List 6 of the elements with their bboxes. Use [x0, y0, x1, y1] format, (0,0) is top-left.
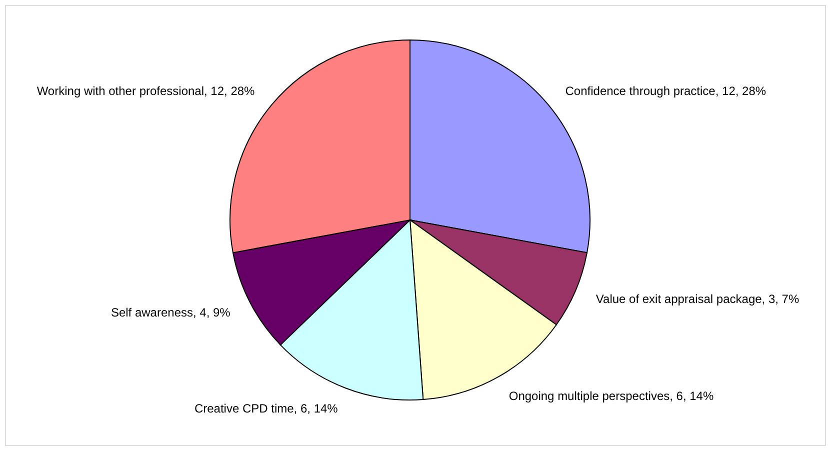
slice-label: Working with other professional, 12, 28% — [36, 84, 256, 98]
slice-label: Value of exit appraisal package, 3, 7% — [596, 292, 800, 306]
slice-label: Creative CPD time, 6, 14% — [194, 402, 338, 416]
slice-label: Self awareness, 4, 9% — [110, 305, 231, 320]
slice-label: Confidence through practice, 12, 28% — [565, 84, 766, 98]
slice-label: Ongoing multiple perspectives, 6, 14% — [508, 389, 714, 404]
